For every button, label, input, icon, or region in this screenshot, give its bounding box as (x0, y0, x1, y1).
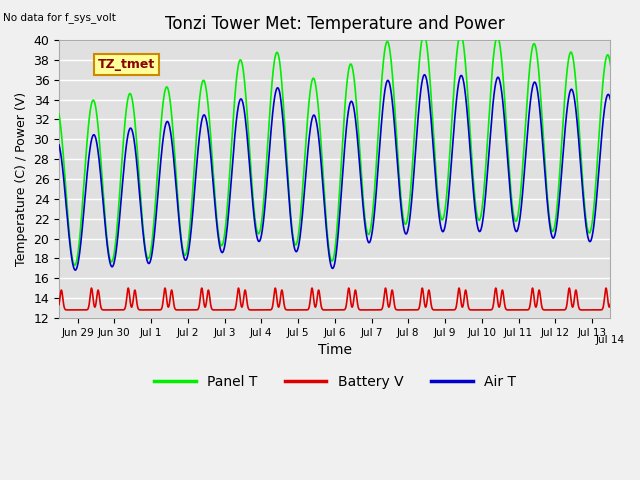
X-axis label: Time: Time (318, 343, 352, 357)
Text: No data for f_sys_volt: No data for f_sys_volt (3, 12, 116, 23)
Text: TZ_tmet: TZ_tmet (98, 58, 155, 71)
Legend: Panel T, Battery V, Air T: Panel T, Battery V, Air T (148, 369, 522, 394)
Text: Jul 14: Jul 14 (596, 335, 625, 345)
Title: Tonzi Tower Met: Temperature and Power: Tonzi Tower Met: Temperature and Power (165, 15, 504, 33)
Y-axis label: Temperature (C) / Power (V): Temperature (C) / Power (V) (15, 92, 28, 266)
